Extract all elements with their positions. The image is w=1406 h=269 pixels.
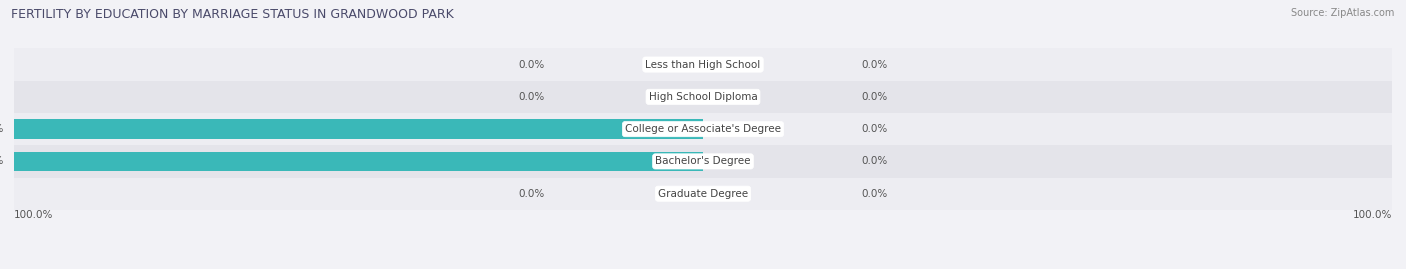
Text: 0.0%: 0.0%: [519, 92, 544, 102]
Bar: [14, 48, 1392, 81]
Text: 0.0%: 0.0%: [862, 59, 887, 70]
Bar: [14, 81, 1392, 113]
Bar: [14, 145, 1392, 178]
Text: Bachelor's Degree: Bachelor's Degree: [655, 156, 751, 167]
Text: High School Diploma: High School Diploma: [648, 92, 758, 102]
Text: Graduate Degree: Graduate Degree: [658, 189, 748, 199]
Text: 100.0%: 100.0%: [14, 210, 53, 220]
Text: 0.0%: 0.0%: [519, 189, 544, 199]
Text: FERTILITY BY EDUCATION BY MARRIAGE STATUS IN GRANDWOOD PARK: FERTILITY BY EDUCATION BY MARRIAGE STATU…: [11, 8, 454, 21]
Bar: [14, 113, 1392, 145]
Bar: [14, 152, 703, 171]
Bar: [14, 119, 703, 139]
Text: College or Associate's Degree: College or Associate's Degree: [626, 124, 780, 134]
Text: 100.0%: 100.0%: [0, 156, 4, 167]
Text: Less than High School: Less than High School: [645, 59, 761, 70]
Bar: [14, 178, 1392, 210]
Text: 0.0%: 0.0%: [862, 189, 887, 199]
Text: Source: ZipAtlas.com: Source: ZipAtlas.com: [1291, 8, 1395, 18]
Text: 0.0%: 0.0%: [862, 92, 887, 102]
Text: 0.0%: 0.0%: [862, 124, 887, 134]
Text: 0.0%: 0.0%: [519, 59, 544, 70]
Text: 100.0%: 100.0%: [1353, 210, 1392, 220]
Text: 100.0%: 100.0%: [0, 124, 4, 134]
Text: 0.0%: 0.0%: [862, 156, 887, 167]
